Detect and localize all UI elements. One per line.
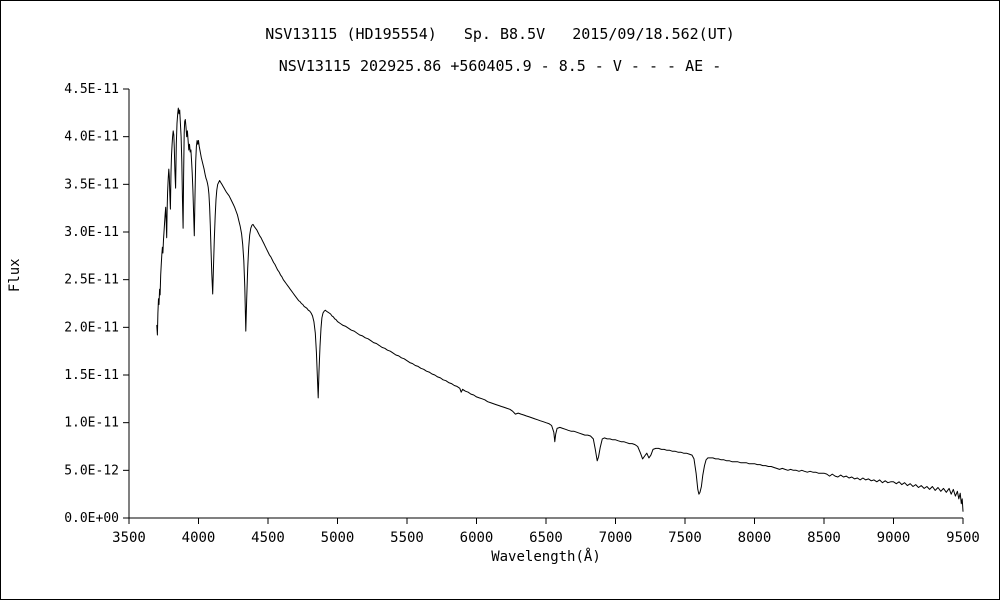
y-tick-label: 3.0E-11 bbox=[64, 225, 119, 240]
x-tick-label: 8500 bbox=[807, 530, 841, 546]
y-tick-label: 5.0E-12 bbox=[64, 463, 119, 478]
x-tick-label: 4500 bbox=[251, 530, 285, 546]
chart-title: NSV13115 (HD195554) Sp. B8.5V 2015/09/18… bbox=[265, 25, 735, 43]
x-tick-label: 8000 bbox=[738, 530, 772, 546]
y-tick-label: 4.5E-11 bbox=[64, 82, 119, 97]
x-tick-label: 3500 bbox=[112, 530, 146, 546]
x-tick-label: 9500 bbox=[946, 530, 980, 546]
x-tick-label: 4000 bbox=[182, 530, 216, 546]
x-tick-label: 7000 bbox=[599, 530, 633, 546]
y-tick-label: 3.5E-11 bbox=[64, 177, 119, 192]
x-tick-label: 9000 bbox=[877, 530, 911, 546]
x-axis-label: Wavelength(Å) bbox=[491, 549, 601, 565]
chart-subtitle: NSV13115 202925.86 +560405.9 - 8.5 - V -… bbox=[278, 57, 722, 75]
y-tick-label: 1.0E-11 bbox=[64, 416, 119, 431]
y-tick-label: 0.0E+00 bbox=[64, 511, 119, 526]
spectrum-line bbox=[156, 107, 964, 512]
x-tick-label: 6500 bbox=[529, 530, 563, 546]
y-tick-label: 4.0E-11 bbox=[64, 130, 119, 145]
y-tick-label: 2.0E-11 bbox=[64, 320, 119, 335]
x-tick-label: 5500 bbox=[390, 530, 424, 546]
y-tick-label: 2.5E-11 bbox=[64, 273, 119, 288]
x-tick-label: 7500 bbox=[668, 530, 702, 546]
x-tick-label: 5000 bbox=[321, 530, 355, 546]
y-tick-label: 1.5E-11 bbox=[64, 368, 119, 383]
x-tick-label: 6000 bbox=[460, 530, 494, 546]
